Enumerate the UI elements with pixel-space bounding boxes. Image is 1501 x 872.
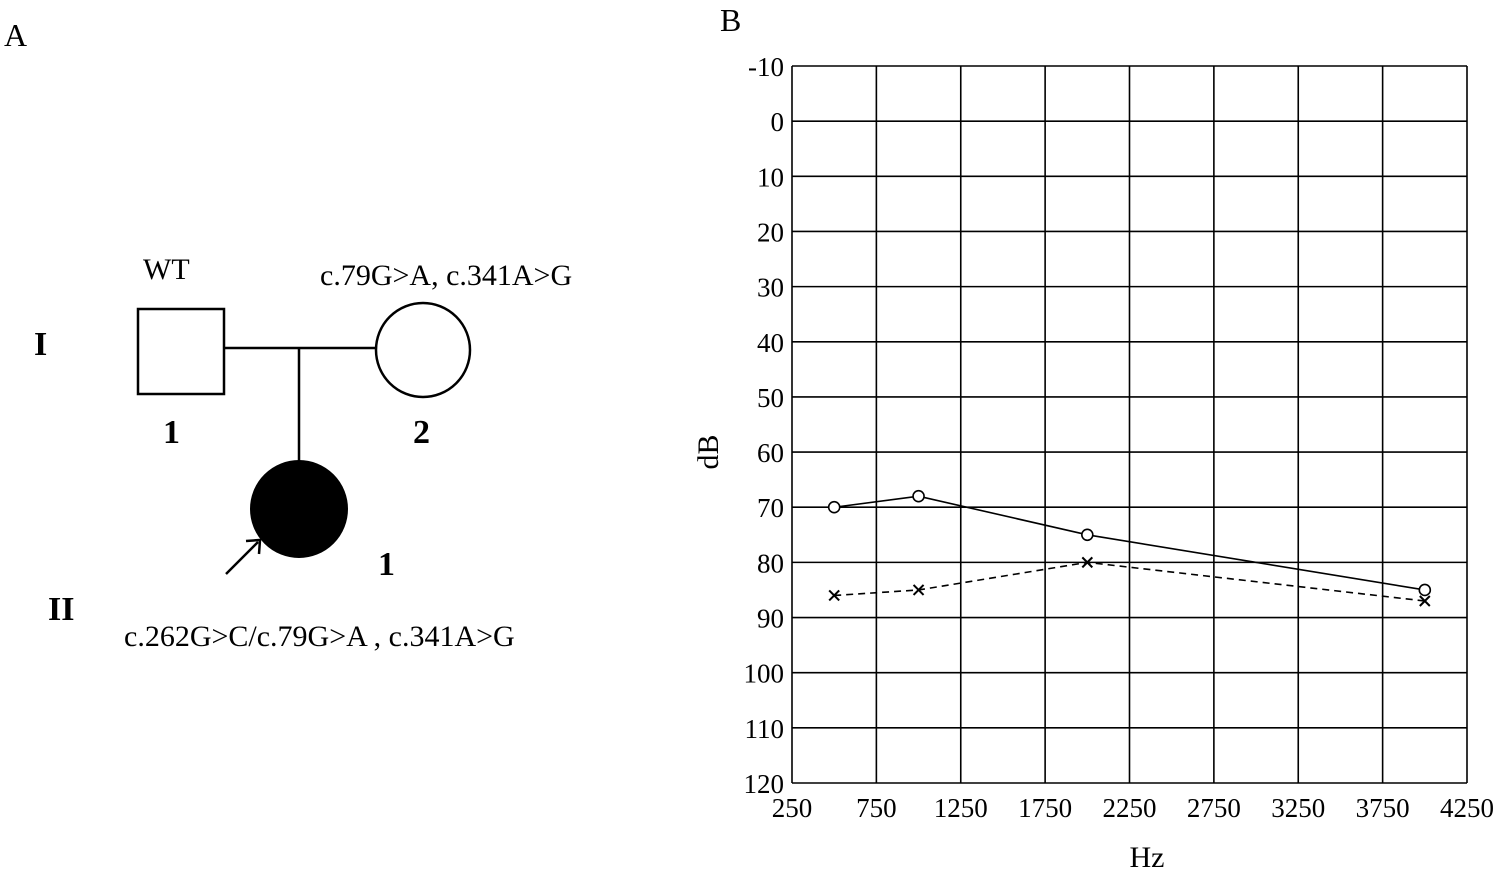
x-tick-label: 2750 [1187,793,1241,823]
series-2-point [828,589,840,602]
y-axis-label: dB [692,434,725,469]
x-tick-label: 3250 [1271,793,1325,823]
y-tick-label: 10 [757,162,784,192]
x-tick-label: 750 [856,793,897,823]
x-tick-labels: 250 750 1250 1750 2250 2750 3250 3750 4250 [772,793,1494,823]
father-square-symbol [136,307,226,396]
panel-b-label: B [720,2,741,38]
series-2-point [1419,595,1431,607]
father-number: 1 [163,414,180,451]
y-tick-label: 70 [757,493,784,523]
proband-arrow-shaft [225,541,259,575]
proband-number: 1 [378,546,395,583]
father-genotype: WT [143,253,190,286]
x-tick-label: 2250 [1103,793,1157,823]
series-2-point [1081,556,1094,569]
y-tick-label: 110 [745,714,785,744]
series-1-point [827,500,841,514]
series-1-point [1081,528,1094,542]
x-axis-label: Hz [1130,841,1165,872]
x-tick-label: 4250 [1440,793,1494,823]
x-tick-label: 1750 [1018,793,1072,823]
y-tick-label: 20 [757,217,784,247]
mother-number: 2 [413,414,430,451]
y-tick-label: 60 [757,438,784,468]
y-tick-label: 90 [757,604,784,634]
generation-i-label: I [34,326,47,363]
y-tick-labels: -10 0 10 20 30 40 50 60 70 80 90 100 110 120 [744,52,785,799]
panel-a-label: A [4,17,27,53]
y-tick-label: 0 [771,107,785,137]
y-tick-label: 50 [757,383,784,413]
chart-series [827,489,1432,607]
proband-filled-circle-symbol [250,460,348,558]
series-1-point [1418,583,1432,597]
series-2-point [912,584,925,596]
y-tick-label: 120 [744,769,785,799]
y-tick-label: 40 [757,328,784,358]
y-tick-label: 80 [757,548,784,578]
x-tick-label: 250 [772,793,813,823]
proband-arrow-icon [245,538,262,555]
generation-ii-label: II [48,591,74,628]
mother-genotype: c.79G>A, c.341A>G [320,259,572,292]
mother-circle-symbol [374,301,472,399]
x-tick-label: 1250 [934,793,988,823]
y-tick-label: 100 [744,659,785,689]
series-2-line [834,561,1425,602]
proband-genotype: c.262G>C/c.79G>A , c.341A>G [124,620,515,653]
x-tick-label: 3750 [1356,793,1410,823]
series-1-line [834,495,1425,591]
chart-grid [791,65,1468,784]
y-tick-label: -10 [748,52,784,82]
series-1-point [912,489,925,503]
y-tick-label: 30 [757,273,784,303]
